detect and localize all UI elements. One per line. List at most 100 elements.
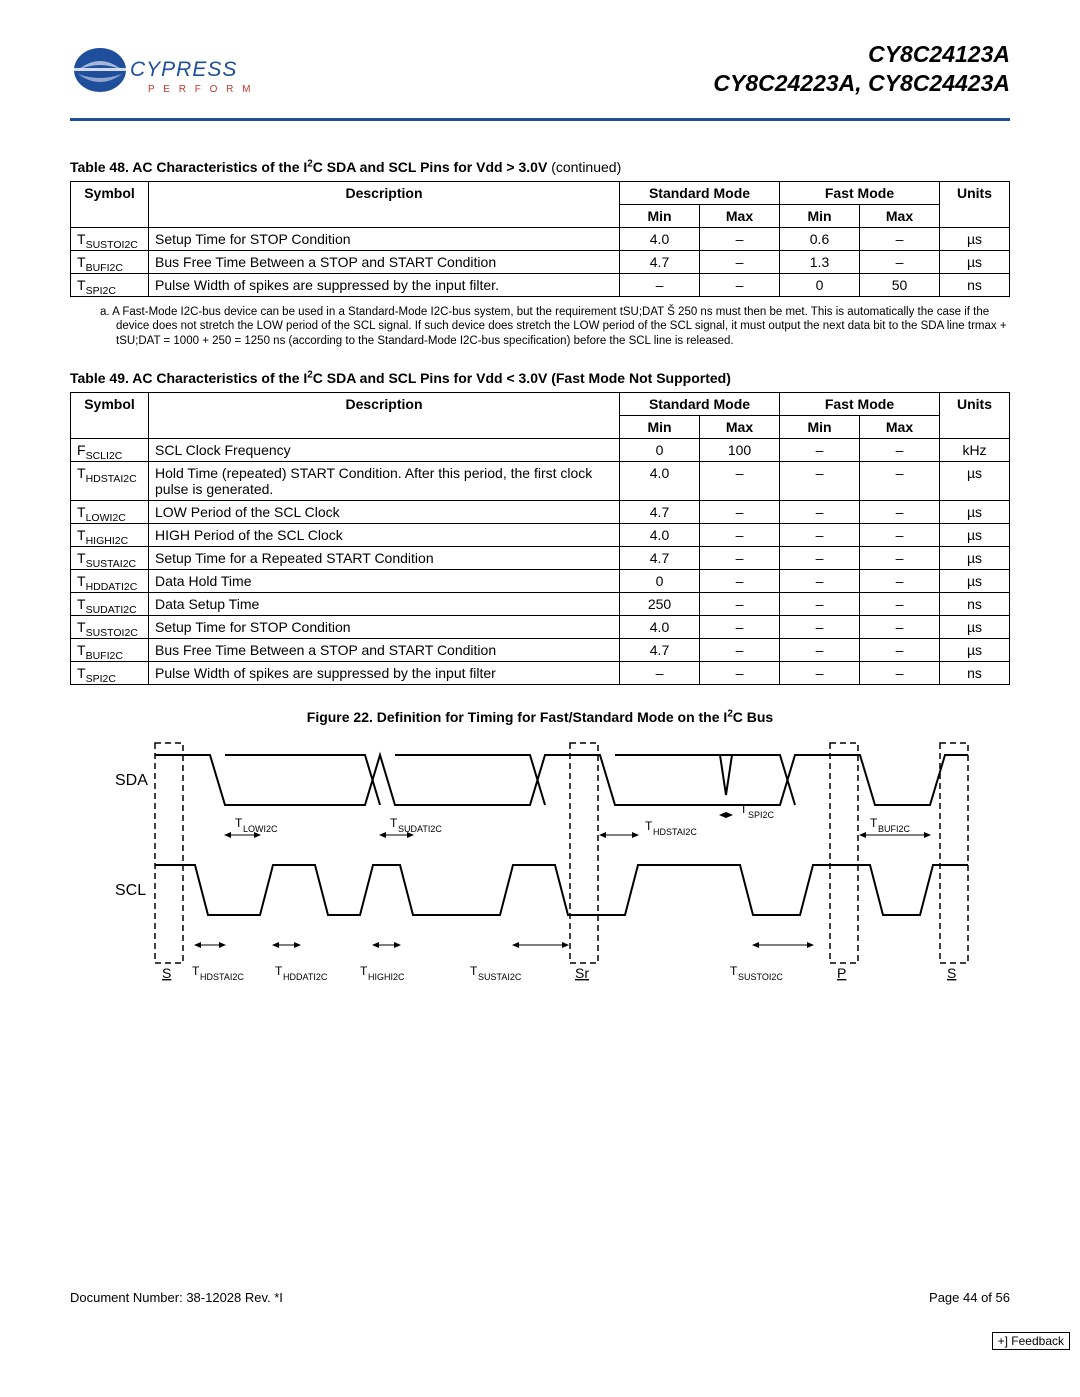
cell-smin: 4.7 — [620, 547, 700, 570]
svg-text:HDDATI2C: HDDATI2C — [283, 972, 328, 982]
cell-fmax: – — [860, 251, 940, 274]
table-row: TLOWI2CLOW Period of the SCL Clock4.7–––… — [71, 501, 1010, 524]
cell-symbol: TBUFI2C — [71, 251, 149, 274]
cell-smin: 0 — [620, 439, 700, 462]
th-fast-min: Min — [780, 416, 860, 439]
th-std: Standard Mode — [620, 182, 780, 205]
th-units: Units — [940, 182, 1010, 228]
cell-symbol: TSUSTOI2C — [71, 228, 149, 251]
cell-desc: HIGH Period of the SCL Clock — [149, 524, 620, 547]
cell-fmin: – — [780, 616, 860, 639]
cell-units: ns — [940, 662, 1010, 685]
svg-text:T: T — [740, 802, 748, 816]
cell-smin: – — [620, 274, 700, 297]
table49-title: Table 49. AC Characteristics of the I2C … — [70, 370, 1010, 386]
svg-text:T: T — [390, 816, 398, 830]
cell-fmax: – — [860, 228, 940, 251]
cell-smax: – — [700, 547, 780, 570]
header-title-line2: CY8C24223A, CY8C24423A — [713, 69, 1010, 98]
cell-desc: Hold Time (repeated) START Condition. Af… — [149, 462, 620, 501]
svg-text:HDSTAI2C: HDSTAI2C — [200, 972, 244, 982]
sda-label: SDA — [115, 772, 148, 789]
svg-text:T: T — [730, 964, 738, 978]
cell-smax: – — [700, 524, 780, 547]
cell-desc: Pulse Width of spikes are suppressed by … — [149, 662, 620, 685]
cell-desc: Bus Free Time Between a STOP and START C… — [149, 251, 620, 274]
cell-fmax: – — [860, 616, 940, 639]
footer-docnum: Document Number: 38-12028 Rev. *I — [70, 1290, 283, 1305]
feedback-button[interactable]: +] Feedback — [992, 1332, 1070, 1350]
cell-symbol: FSCLI2C — [71, 439, 149, 462]
cell-smax: – — [700, 570, 780, 593]
cell-smax: – — [700, 228, 780, 251]
table-row: TSUSTAI2CSetup Time for a Repeated START… — [71, 547, 1010, 570]
cell-smax: – — [700, 662, 780, 685]
th-std-min: Min — [620, 205, 700, 228]
svg-text:SUSTOI2C: SUSTOI2C — [738, 972, 783, 982]
cell-fmax: – — [860, 639, 940, 662]
cell-smax: – — [700, 639, 780, 662]
th-fast-max: Max — [860, 416, 940, 439]
svg-text:T: T — [235, 816, 243, 830]
marker-s2: S — [947, 965, 956, 981]
cell-symbol: THDDATI2C — [71, 570, 149, 593]
svg-text:T: T — [275, 964, 283, 978]
cell-fmin: – — [780, 439, 860, 462]
cell-units: ns — [940, 593, 1010, 616]
cell-units: µs — [940, 501, 1010, 524]
cell-smax: – — [700, 274, 780, 297]
cell-smin: 4.0 — [620, 616, 700, 639]
logo-brand-text: CYPRESS — [130, 58, 237, 81]
th-std-min: Min — [620, 416, 700, 439]
th-fast-min: Min — [780, 205, 860, 228]
cell-fmin: – — [780, 639, 860, 662]
cell-desc: SCL Clock Frequency — [149, 439, 620, 462]
cell-symbol: TLOWI2C — [71, 501, 149, 524]
svg-text:T: T — [360, 964, 368, 978]
cell-fmax: – — [860, 662, 940, 685]
th-units: Units — [940, 393, 1010, 439]
cell-desc: Pulse Width of spikes are suppressed by … — [149, 274, 620, 297]
cell-fmin: – — [780, 547, 860, 570]
th-fast: Fast Mode — [780, 393, 940, 416]
table-row: FSCLI2CSCL Clock Frequency0100––kHz — [71, 439, 1010, 462]
cell-fmin: 0 — [780, 274, 860, 297]
cell-fmin: – — [780, 662, 860, 685]
page-header: CYPRESS P E R F O R M CY8C24123A CY8C242… — [70, 40, 1010, 110]
page: CYPRESS P E R F O R M CY8C24123A CY8C242… — [0, 0, 1080, 1360]
cell-symbol: THIGHI2C — [71, 524, 149, 547]
cell-desc: LOW Period of the SCL Clock — [149, 501, 620, 524]
cell-smin: 4.7 — [620, 251, 700, 274]
cell-desc: Setup Time for a Repeated START Conditio… — [149, 547, 620, 570]
table-row: TBUFI2CBus Free Time Between a STOP and … — [71, 251, 1010, 274]
marker-p: P — [837, 965, 846, 981]
cell-fmin: 1.3 — [780, 251, 860, 274]
cell-fmin: – — [780, 462, 860, 501]
cell-smax: 100 — [700, 439, 780, 462]
svg-text:T: T — [192, 964, 200, 978]
cell-fmin: – — [780, 524, 860, 547]
cell-smin: 4.0 — [620, 462, 700, 501]
cell-units: µs — [940, 524, 1010, 547]
cell-units: µs — [940, 616, 1010, 639]
cell-units: kHz — [940, 439, 1010, 462]
table-row: TSUSTOI2CSetup Time for STOP Condition4.… — [71, 616, 1010, 639]
table-row: THDDATI2CData Hold Time0–––µs — [71, 570, 1010, 593]
cell-fmax: – — [860, 547, 940, 570]
cell-smax: – — [700, 593, 780, 616]
cell-smin: 4.7 — [620, 639, 700, 662]
cell-fmax: – — [860, 593, 940, 616]
th-std-max: Max — [700, 205, 780, 228]
table-row: TBUFI2CBus Free Time Between a STOP and … — [71, 639, 1010, 662]
th-fast: Fast Mode — [780, 182, 940, 205]
logo: CYPRESS P E R F O R M — [70, 40, 250, 110]
cell-symbol: TSUSTAI2C — [71, 547, 149, 570]
cell-smax: – — [700, 251, 780, 274]
page-footer: Document Number: 38-12028 Rev. *I Page 4… — [70, 1290, 1010, 1305]
marker-sr: Sr — [575, 965, 589, 981]
cell-symbol: TSPI2C — [71, 274, 149, 297]
cell-smin: – — [620, 662, 700, 685]
timing-diagram-svg: SDA SCL S Sr P S TLOWI2C TSUDATI2C THDST… — [100, 735, 980, 985]
cypress-logo-icon: CYPRESS P E R F O R M — [70, 40, 250, 110]
cell-fmax: – — [860, 501, 940, 524]
